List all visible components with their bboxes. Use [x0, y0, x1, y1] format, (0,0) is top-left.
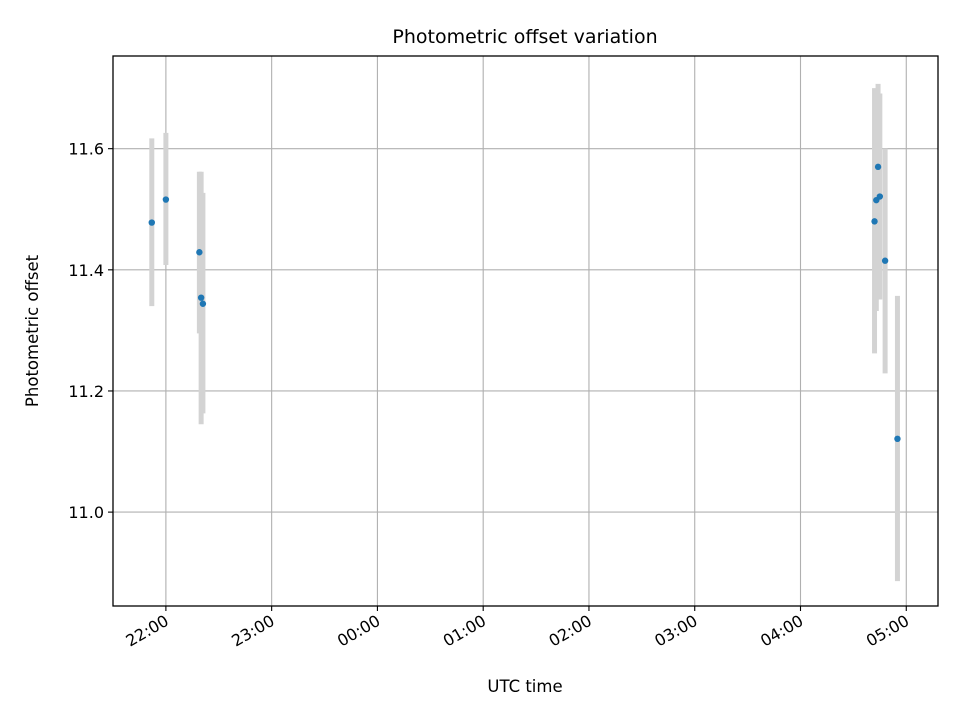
y-tick-label: 11.6 — [68, 140, 104, 159]
data-point — [874, 163, 882, 171]
x-axis-label: UTC time — [487, 677, 562, 696]
data-point — [894, 435, 901, 443]
x-tick-label: 23:00 — [228, 611, 277, 651]
x-tick-label: 04:00 — [757, 611, 806, 651]
data-points — [148, 163, 901, 443]
y-tick-label: 11.4 — [68, 261, 104, 280]
x-tick-label: 00:00 — [334, 611, 383, 651]
data-point — [196, 249, 203, 256]
x-tick-label: 03:00 — [651, 611, 700, 651]
chart-title: Photometric offset variation — [392, 26, 657, 48]
data-point — [876, 193, 884, 200]
x-tick-label: 01:00 — [440, 611, 489, 651]
x-ticks: 22:00 23:00 00:00 01:00 02:00 03:00 04:00 05:00 — [122, 606, 912, 651]
data-point — [197, 294, 205, 301]
data-point — [881, 257, 889, 264]
x-tick-label: 05:00 — [863, 611, 912, 651]
y-tick-label: 11.2 — [68, 382, 104, 401]
y-ticks: 11.0 11.2 11.4 11.6 — [68, 140, 113, 522]
plot-frame — [112, 55, 939, 607]
data-point — [162, 196, 170, 203]
data-point — [871, 218, 878, 225]
data-point — [199, 300, 207, 307]
x-tick-label: 22:00 — [122, 611, 171, 651]
error-bars — [149, 83, 900, 582]
data-point — [148, 219, 155, 226]
x-tick-label: 02:00 — [546, 611, 595, 651]
y-tick-label: 11.0 — [68, 503, 104, 522]
grid — [113, 56, 938, 606]
y-axis-label: Photometric offset — [23, 254, 42, 407]
